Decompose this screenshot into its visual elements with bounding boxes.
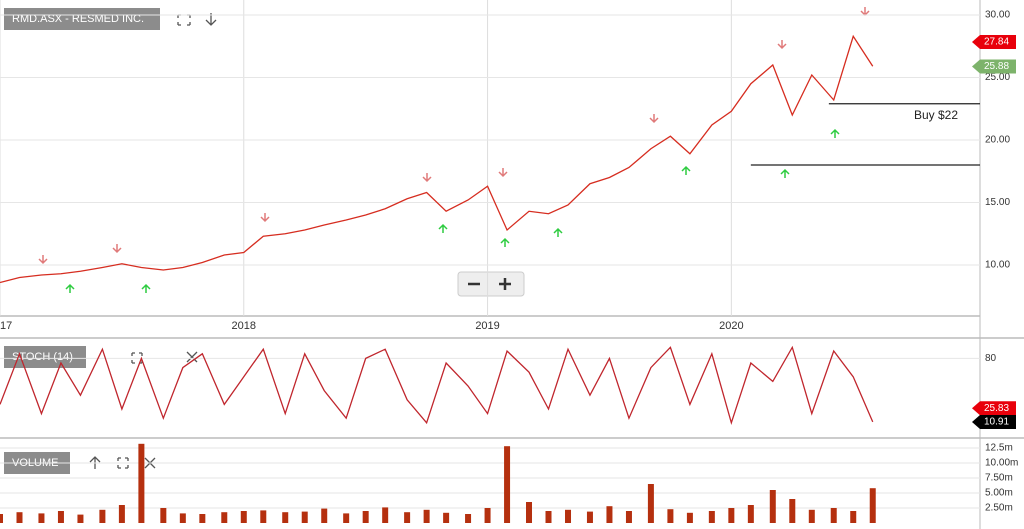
volume-bar <box>240 511 247 523</box>
y-tick-label: 10.00m <box>985 458 1018 469</box>
price-marker <box>972 414 1016 429</box>
price-marker-label: 27.84 <box>984 37 1009 48</box>
volume-bar <box>747 505 754 523</box>
y-tick-label: 5.00m <box>985 488 1013 499</box>
volume-bar <box>789 499 796 523</box>
volume-bar <box>606 506 613 523</box>
volume-bar <box>708 511 715 523</box>
volume-bar <box>545 511 552 523</box>
volume-bar <box>769 490 776 523</box>
title-box <box>4 8 160 30</box>
volume-bar <box>179 513 186 523</box>
volume-bar <box>321 508 328 523</box>
volume-bar <box>301 511 308 523</box>
volume-bar <box>0 514 3 523</box>
volume-bar <box>808 509 815 523</box>
x-tick-label: 2019 <box>475 320 499 332</box>
volume-bar <box>16 512 23 523</box>
price-line <box>0 345 874 426</box>
price-marker-label: 10.91 <box>984 417 1009 428</box>
volume-bar <box>625 511 632 523</box>
y-tick-label: 12.5m <box>985 443 1013 454</box>
price-marker <box>972 35 1016 49</box>
volume-bar <box>830 508 837 523</box>
y-tick-label: 15.00 <box>985 197 1010 208</box>
volume-bar <box>484 508 491 523</box>
price-marker <box>972 59 1016 74</box>
volume-bar <box>443 512 450 523</box>
volume-bar <box>221 512 228 523</box>
volume-bar <box>260 510 267 523</box>
y-tick-label: 7.50m <box>985 473 1013 484</box>
volume-bar <box>77 514 84 523</box>
volume-bar <box>199 514 206 523</box>
zoom-controls[interactable] <box>457 271 525 297</box>
y-tick-label: 80 <box>985 353 997 364</box>
y-tick-label: 10.00 <box>985 260 1010 271</box>
x-tick-label: 2018 <box>232 320 256 332</box>
volume-bar <box>38 513 45 523</box>
volume-bar <box>565 509 572 523</box>
volume-bar <box>586 511 593 523</box>
volume-bar <box>850 511 857 523</box>
signal-arrows <box>38 7 870 293</box>
volume-bar <box>869 488 876 523</box>
title-box <box>4 346 86 368</box>
volume-bar <box>118 505 125 523</box>
price-marker-label: 25.83 <box>984 403 1009 414</box>
volume-bar <box>160 508 167 523</box>
annotation: Buy $22 <box>914 108 958 122</box>
volume-bar <box>138 443 145 523</box>
volume-bar <box>282 512 289 523</box>
price-line <box>0 34 874 284</box>
volume-bar <box>647 484 654 523</box>
y-tick-label: 2.50m <box>985 503 1013 514</box>
volume-bar <box>382 507 389 523</box>
chart-title: RMD.ASX - RESMED INC. <box>12 13 144 25</box>
volume-bar <box>686 512 693 523</box>
volume-bar <box>667 509 674 523</box>
volume-bar <box>526 502 533 523</box>
volume-bar <box>99 509 106 523</box>
price-marker-label: 25.88 <box>984 61 1009 72</box>
panel-title: STOCH (14) <box>12 351 73 363</box>
volume-bar <box>343 513 350 523</box>
volume-bar <box>465 514 472 523</box>
volume-bar <box>404 512 411 523</box>
x-tick-label: 2017 <box>0 320 12 332</box>
y-tick-label: 30.00 <box>985 10 1010 21</box>
volume-bar <box>504 446 511 523</box>
price-marker <box>972 401 1016 416</box>
volume-bar <box>728 508 735 523</box>
x-tick-label: 2020 <box>719 320 743 332</box>
volume-bar <box>57 511 64 523</box>
y-tick-label: 25.00 <box>985 72 1010 83</box>
volume-bar <box>362 511 369 523</box>
volume-bar <box>423 509 430 523</box>
y-tick-label: 20.00 <box>985 135 1010 146</box>
